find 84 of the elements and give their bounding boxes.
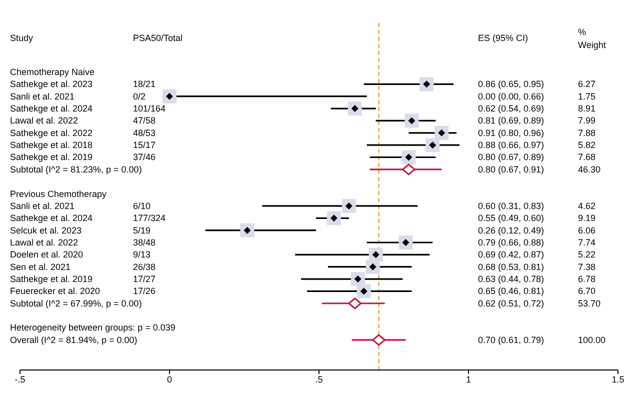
- y-tick-label: Sanli et al. 2021: [10, 91, 75, 102]
- annotation: 18/21: [133, 79, 156, 90]
- annotation: 7.74: [578, 237, 596, 248]
- annotation: 7.99: [578, 116, 596, 126]
- annotation: 0.81 (0.69, 0.89): [478, 116, 544, 126]
- annotation: 26/38: [133, 262, 156, 272]
- annotation: 4.62: [578, 200, 596, 211]
- annotation: 15/17: [133, 140, 156, 150]
- y-tick-label: Sathekge et al. 2019: [10, 152, 93, 162]
- y-tick-label: Lawal et al. 2022: [10, 237, 78, 248]
- annotation: 7.88: [578, 128, 596, 138]
- annotation: 38/48: [133, 237, 156, 248]
- annotation: 100.00: [578, 334, 606, 345]
- annotation: 0/2: [133, 91, 146, 102]
- annotation: 0.86 (0.65, 0.95): [478, 79, 544, 90]
- y-tick-label: Subtotal (I^2 = 67.99%, p = 0.00): [10, 298, 142, 308]
- y-tick-label: Sen et al. 2021: [10, 262, 71, 272]
- y-tick-label: Feuerecker et al. 2020: [10, 286, 100, 296]
- y-tick-label: Doelen et al. 2020: [10, 250, 84, 260]
- annotation: 7.68: [578, 152, 596, 162]
- annotation: 9.19: [578, 213, 596, 224]
- y-axis-title: Study: [10, 32, 34, 43]
- annotation: 0.80 (0.67, 0.91): [478, 164, 544, 174]
- point: [372, 334, 386, 346]
- point: [402, 164, 416, 176]
- annotation: 17/26: [133, 286, 156, 296]
- annotation: 0.62 (0.54, 0.69): [478, 104, 544, 114]
- annotation: 6.70: [578, 286, 596, 296]
- annotation: 6.27: [578, 79, 596, 90]
- annotation: 0.69 (0.42, 0.87): [478, 250, 544, 260]
- annotation: 53.70: [578, 298, 601, 308]
- y-tick-label: Previous Chemotherapy: [10, 188, 108, 199]
- x-tick-label: 1: [466, 374, 472, 384]
- x-tick-label: -.5: [14, 374, 26, 384]
- x-tick-label: 0: [166, 374, 172, 384]
- annotation: 0.55 (0.49, 0.60): [478, 213, 544, 224]
- point: [348, 298, 362, 310]
- annotation: 101/164: [133, 104, 166, 114]
- y-tick-label: Heterogeneity between groups: p = 0.039: [10, 322, 176, 333]
- annotation: 5.82: [578, 140, 596, 150]
- text: % Weight: [578, 26, 606, 50]
- y-tick-label: Lawal et al. 2022: [10, 116, 78, 126]
- annotation: 47/58: [133, 116, 156, 126]
- annotation: 0.60 (0.31, 0.83): [478, 200, 544, 211]
- y-tick-label: Selcuk et al. 2023: [10, 225, 82, 236]
- y-tick-label: Sathekge et al. 2024: [10, 104, 93, 114]
- annotation: 0.62 (0.51, 0.72): [478, 298, 544, 308]
- y-tick-label: Overall (I^2 = 81.94%, p = 0.00): [10, 334, 138, 345]
- annotation: 0.26 (0.12, 0.49): [478, 225, 544, 236]
- annotation: 0.65 (0.46, 0.81): [478, 286, 544, 296]
- x-tick-label: 1.5: [612, 374, 624, 384]
- annotation: 0.00 (0.00, 0.66): [478, 91, 544, 102]
- annotation: 5/19: [133, 225, 151, 236]
- annotation: 46.30: [578, 164, 601, 174]
- text: PSA50/Total: [133, 32, 183, 43]
- y-tick-label: Sathekge et al. 2022: [10, 128, 93, 138]
- annotation: 5.22: [578, 250, 596, 260]
- text: ES (95% CI): [478, 32, 528, 43]
- y-tick-label: Sathekge et al. 2019: [10, 274, 93, 284]
- annotation: 0.63 (0.44, 0.78): [478, 274, 544, 284]
- annotation: 0.91 (0.80, 0.96): [478, 128, 544, 138]
- annotation: 177/324: [133, 213, 166, 224]
- annotation: 0.68 (0.53, 0.81): [478, 262, 544, 272]
- annotation: 0.70 (0.61, 0.79): [478, 334, 544, 345]
- annotation: 9/13: [133, 250, 151, 260]
- annotation: 6.06: [578, 225, 596, 236]
- annotation: 1.75: [578, 91, 596, 102]
- y-tick-label: Sathekge et al. 2018: [10, 140, 93, 150]
- annotation: 48/53: [133, 128, 156, 138]
- y-tick-label: Sanli et al. 2021: [10, 200, 75, 211]
- annotation: 6.78: [578, 274, 596, 284]
- x-tick-label: .5: [315, 374, 323, 384]
- annotation: 8.91: [578, 104, 596, 114]
- y-tick-label: Chemotherapy Naive: [10, 67, 95, 77]
- annotation: 37/46: [133, 152, 156, 162]
- annotation: 0.88 (0.66, 0.97): [478, 140, 544, 150]
- y-tick-label: Sathekge et al. 2023: [10, 79, 93, 90]
- y-tick-label: Sathekge et al. 2024: [10, 213, 93, 224]
- annotation: 17/27: [133, 274, 156, 284]
- annotation: 7.38: [578, 262, 596, 272]
- y-tick-label: Subtotal (I^2 = 81.23%, p = 0.00): [10, 164, 142, 174]
- annotation: 0.80 (0.67, 0.89): [478, 152, 544, 162]
- annotation: 0.79 (0.66, 0.88): [478, 237, 544, 248]
- annotation: 6/10: [133, 200, 151, 211]
